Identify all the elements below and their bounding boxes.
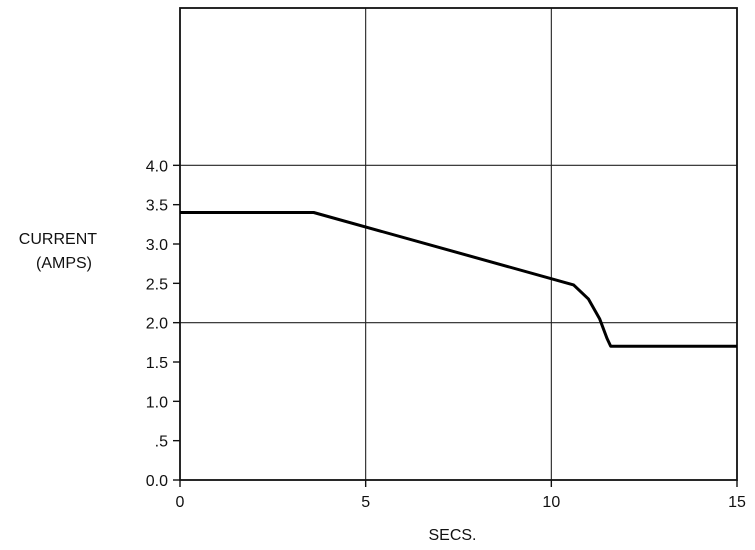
y-tick-label: 4.0 — [146, 158, 168, 175]
y-axis-title-line-1: CURRENT — [19, 231, 97, 248]
y-tick-label: 1.5 — [146, 355, 168, 372]
grid-lines — [180, 8, 737, 480]
x-tick-labels: 0 5 10 15 — [176, 480, 746, 511]
y-tick-label: 3.5 — [146, 198, 168, 215]
y-tick-label: 3.0 — [146, 237, 168, 254]
x-tick-label: 0 — [176, 494, 185, 511]
y-tick-label: 0.0 — [146, 473, 168, 490]
y-axis-title-line-2: (AMPS) — [36, 255, 92, 272]
y-tick-labels: 0.0 .5 1.0 1.5 2.0 2.5 3.0 3.5 4.0 — [146, 158, 180, 490]
series-layer — [180, 211, 737, 348]
y-tick-label: 1.0 — [146, 394, 168, 411]
y-tick-label: 2.0 — [146, 316, 168, 333]
x-tick-label: 10 — [542, 494, 560, 511]
series-line-0 — [180, 211, 737, 348]
y-axis-title: CURRENT (AMPS) — [19, 231, 101, 272]
plot-frame — [179, 7, 738, 481]
x-tick-label: 5 — [361, 494, 370, 511]
x-axis-title: SECS. — [428, 527, 476, 544]
y-tick-label: .5 — [155, 434, 168, 451]
x-tick-label: 15 — [728, 494, 746, 511]
y-tick-label: 2.5 — [146, 276, 168, 293]
